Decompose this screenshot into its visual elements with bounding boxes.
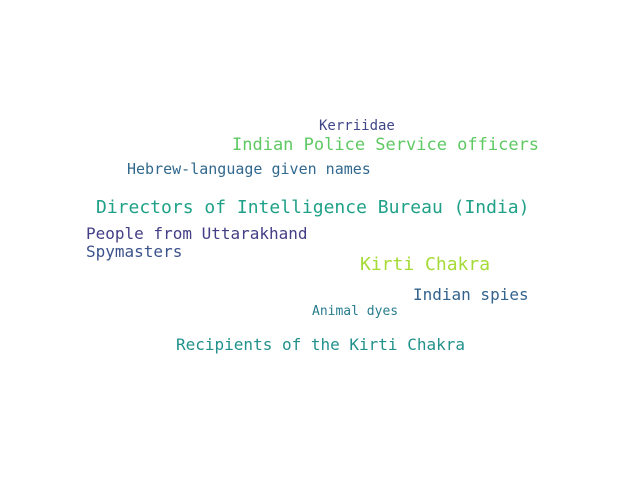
- word-kirti-chakra: Kirti Chakra: [360, 254, 491, 275]
- word-indian-police-service: Indian Police Service officers: [232, 135, 540, 155]
- word-spymasters: Spymasters: [86, 242, 183, 261]
- word-directors-ib: Directors of Intelligence Bureau (India): [96, 197, 530, 218]
- word-indian-spies: Indian spies: [413, 285, 529, 304]
- word-recipients-kirti-chakra: Recipients of the Kirti Chakra: [176, 335, 465, 354]
- word-hebrew-language-names: Hebrew-language given names: [127, 160, 371, 178]
- word-animal-dyes: Animal dyes: [312, 304, 399, 319]
- word-kerriidae: Kerriidae: [319, 118, 395, 134]
- word-people-from-uttarakhand: People from Uttarakhand: [86, 224, 308, 243]
